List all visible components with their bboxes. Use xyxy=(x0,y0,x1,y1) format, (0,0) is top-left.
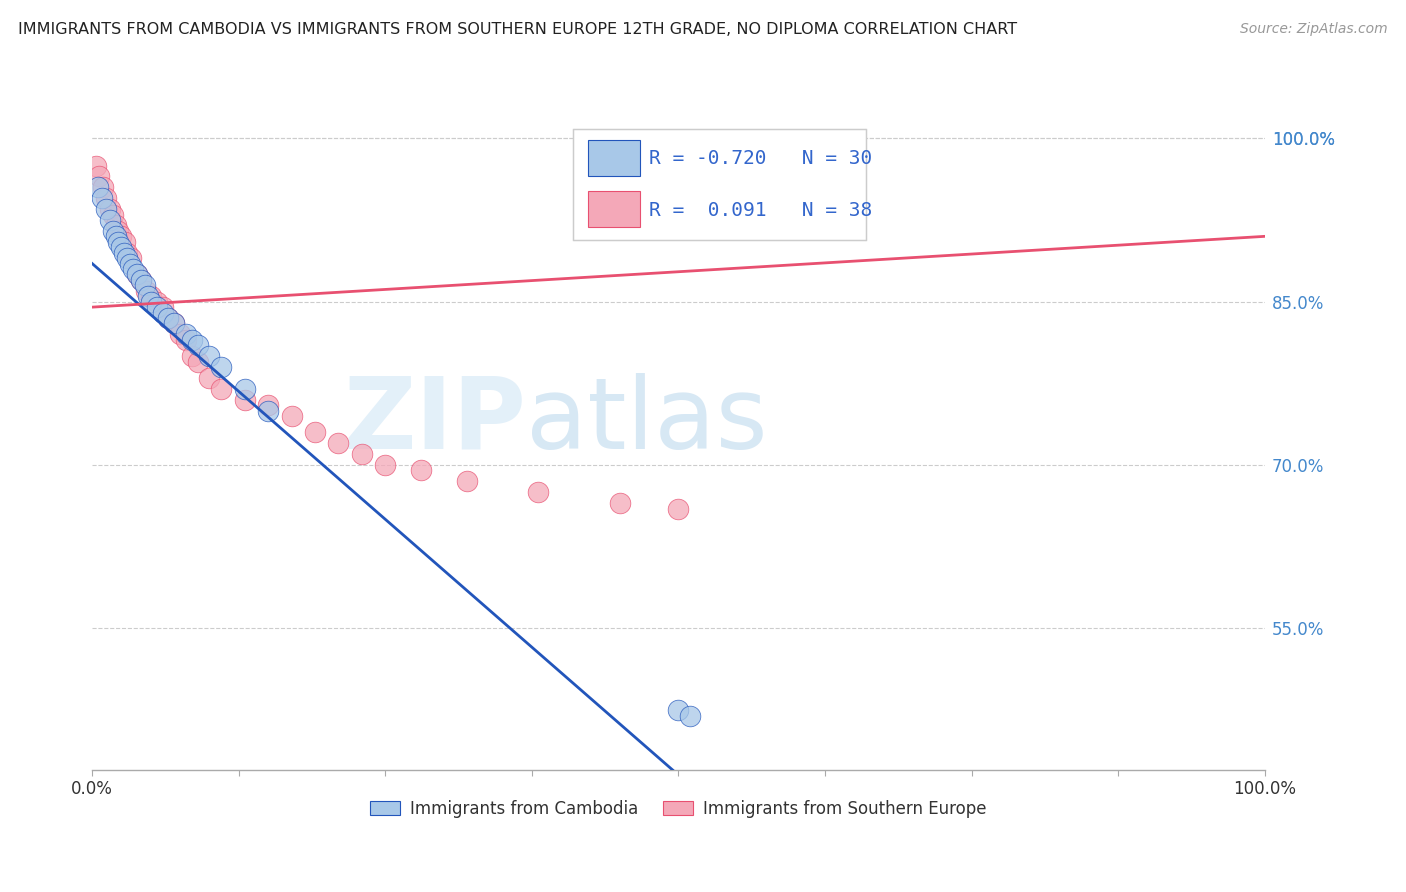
Point xyxy=(117,251,139,265)
Point xyxy=(456,475,478,489)
Point xyxy=(209,359,232,374)
Point xyxy=(131,273,153,287)
Point xyxy=(90,191,112,205)
Point xyxy=(174,327,197,342)
Point xyxy=(157,311,180,326)
Point xyxy=(233,392,256,407)
Point xyxy=(668,703,690,717)
Point xyxy=(135,284,157,298)
Point xyxy=(257,403,280,417)
Point xyxy=(138,289,160,303)
Point xyxy=(157,311,180,326)
Point xyxy=(679,708,702,723)
Point xyxy=(668,501,690,516)
Point xyxy=(152,300,174,314)
Point xyxy=(103,208,125,222)
Point xyxy=(304,425,326,440)
Point xyxy=(198,371,221,385)
Point xyxy=(609,496,631,510)
Text: atlas: atlas xyxy=(526,373,768,470)
Point xyxy=(87,180,110,194)
Point xyxy=(169,327,191,342)
Point xyxy=(174,333,197,347)
Point xyxy=(198,349,221,363)
Point xyxy=(104,219,127,233)
Text: Source: ZipAtlas.com: Source: ZipAtlas.com xyxy=(1240,22,1388,37)
Text: IMMIGRANTS FROM CAMBODIA VS IMMIGRANTS FROM SOUTHERN EUROPE 12TH GRADE, NO DIPLO: IMMIGRANTS FROM CAMBODIA VS IMMIGRANTS F… xyxy=(18,22,1018,37)
Point xyxy=(118,256,141,270)
Point xyxy=(96,202,118,216)
Point xyxy=(134,278,156,293)
Point xyxy=(117,245,139,260)
Point xyxy=(409,463,432,477)
Point xyxy=(526,485,548,500)
Point xyxy=(180,349,202,363)
Point xyxy=(187,338,209,352)
Point xyxy=(131,273,153,287)
Point xyxy=(112,245,135,260)
Point xyxy=(145,300,167,314)
Point xyxy=(145,294,167,309)
Point xyxy=(120,251,142,265)
Point xyxy=(280,409,302,423)
Point xyxy=(84,159,107,173)
Point xyxy=(110,240,132,254)
Point xyxy=(98,202,121,216)
Point xyxy=(328,436,350,450)
Point xyxy=(180,333,202,347)
Point xyxy=(163,317,186,331)
Point xyxy=(96,191,118,205)
Point xyxy=(152,305,174,319)
Point xyxy=(374,458,396,472)
Point xyxy=(107,224,129,238)
Point xyxy=(139,294,162,309)
Legend: Immigrants from Cambodia, Immigrants from Southern Europe: Immigrants from Cambodia, Immigrants fro… xyxy=(364,793,994,824)
Point xyxy=(89,169,111,184)
Point xyxy=(233,382,256,396)
Point xyxy=(125,268,148,282)
Point xyxy=(91,180,114,194)
Point xyxy=(257,398,280,412)
Point xyxy=(187,354,209,368)
Point xyxy=(125,268,148,282)
Point xyxy=(98,213,121,227)
Point xyxy=(104,229,127,244)
Text: ZIP: ZIP xyxy=(343,373,526,470)
Point xyxy=(163,317,186,331)
Point xyxy=(103,224,125,238)
Point xyxy=(350,447,373,461)
Point xyxy=(209,382,232,396)
Point xyxy=(107,235,129,249)
Point xyxy=(110,229,132,244)
Point xyxy=(114,235,136,249)
Point xyxy=(139,289,162,303)
Point xyxy=(122,262,145,277)
